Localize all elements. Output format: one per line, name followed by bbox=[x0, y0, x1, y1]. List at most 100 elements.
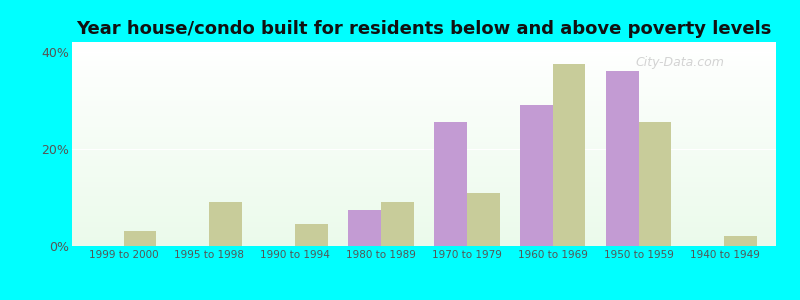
Bar bbox=[72, 228, 776, 229]
Bar bbox=[72, 223, 776, 224]
Bar bbox=[72, 180, 776, 181]
Bar bbox=[72, 139, 776, 140]
Bar bbox=[72, 124, 776, 126]
Bar bbox=[72, 191, 776, 192]
Bar bbox=[72, 109, 776, 110]
Bar bbox=[72, 199, 776, 200]
Bar bbox=[349, 210, 381, 246]
Bar bbox=[72, 135, 776, 136]
Bar bbox=[72, 65, 776, 67]
Bar bbox=[72, 189, 776, 190]
Bar bbox=[72, 88, 776, 89]
Bar bbox=[72, 52, 776, 53]
Bar bbox=[72, 197, 776, 198]
Bar bbox=[72, 186, 776, 187]
Bar bbox=[72, 44, 776, 45]
Bar bbox=[72, 181, 776, 182]
Bar bbox=[72, 118, 776, 119]
Bar bbox=[72, 50, 776, 51]
Bar bbox=[72, 204, 776, 205]
Bar bbox=[72, 211, 776, 212]
Bar bbox=[72, 113, 776, 114]
Bar bbox=[638, 122, 671, 246]
Bar bbox=[72, 188, 776, 189]
Bar bbox=[72, 138, 776, 139]
Bar bbox=[72, 241, 776, 242]
Bar bbox=[72, 161, 776, 162]
Bar bbox=[72, 89, 776, 90]
Text: City-Data.com: City-Data.com bbox=[635, 56, 724, 70]
Bar bbox=[72, 111, 776, 112]
Bar bbox=[520, 105, 553, 246]
Bar bbox=[72, 91, 776, 92]
Bar bbox=[72, 244, 776, 245]
Bar bbox=[72, 240, 776, 241]
Bar bbox=[72, 131, 776, 132]
Bar bbox=[72, 76, 776, 77]
Bar bbox=[72, 63, 776, 64]
Bar bbox=[72, 130, 776, 131]
Bar bbox=[72, 154, 776, 155]
Bar bbox=[72, 49, 776, 50]
Bar bbox=[72, 145, 776, 146]
Bar bbox=[72, 59, 776, 60]
Bar bbox=[295, 224, 328, 246]
Bar bbox=[72, 140, 776, 141]
Bar bbox=[72, 42, 776, 43]
Bar bbox=[72, 218, 776, 220]
Bar bbox=[72, 99, 776, 100]
Bar bbox=[72, 46, 776, 47]
Bar bbox=[72, 73, 776, 74]
Bar bbox=[72, 226, 776, 228]
Bar bbox=[72, 174, 776, 175]
Bar bbox=[72, 206, 776, 207]
Bar bbox=[72, 158, 776, 159]
Bar bbox=[72, 220, 776, 221]
Bar bbox=[72, 119, 776, 121]
Bar bbox=[72, 215, 776, 216]
Bar bbox=[381, 202, 414, 246]
Bar bbox=[72, 235, 776, 236]
Bar bbox=[72, 121, 776, 122]
Bar bbox=[72, 106, 776, 107]
Bar bbox=[72, 233, 776, 234]
Bar bbox=[72, 149, 776, 150]
Bar bbox=[72, 92, 776, 93]
Bar bbox=[72, 108, 776, 109]
Bar bbox=[72, 43, 776, 44]
Bar bbox=[72, 198, 776, 199]
Bar bbox=[72, 151, 776, 152]
Bar bbox=[72, 183, 776, 184]
Bar bbox=[72, 103, 776, 104]
Bar bbox=[72, 70, 776, 72]
Bar bbox=[72, 225, 776, 226]
Bar bbox=[72, 224, 776, 225]
Bar bbox=[72, 232, 776, 233]
Bar bbox=[72, 56, 776, 57]
Bar bbox=[72, 142, 776, 143]
Bar bbox=[72, 102, 776, 103]
Bar bbox=[72, 90, 776, 91]
Bar bbox=[72, 129, 776, 130]
Bar bbox=[72, 150, 776, 151]
Bar bbox=[72, 64, 776, 65]
Bar bbox=[123, 231, 156, 246]
Bar bbox=[72, 118, 776, 119]
Bar bbox=[72, 182, 776, 183]
Bar bbox=[72, 94, 776, 95]
Bar bbox=[72, 209, 776, 210]
Bar bbox=[72, 177, 776, 178]
Bar bbox=[553, 64, 586, 246]
Bar bbox=[72, 159, 776, 160]
Bar bbox=[72, 165, 776, 166]
Bar bbox=[72, 122, 776, 123]
Bar bbox=[725, 236, 757, 246]
Bar bbox=[72, 97, 776, 98]
Bar bbox=[72, 144, 776, 145]
Bar bbox=[72, 214, 776, 215]
Bar bbox=[72, 213, 776, 214]
Bar bbox=[72, 184, 776, 185]
Bar bbox=[72, 243, 776, 244]
Bar bbox=[72, 104, 776, 105]
Bar bbox=[72, 242, 776, 243]
